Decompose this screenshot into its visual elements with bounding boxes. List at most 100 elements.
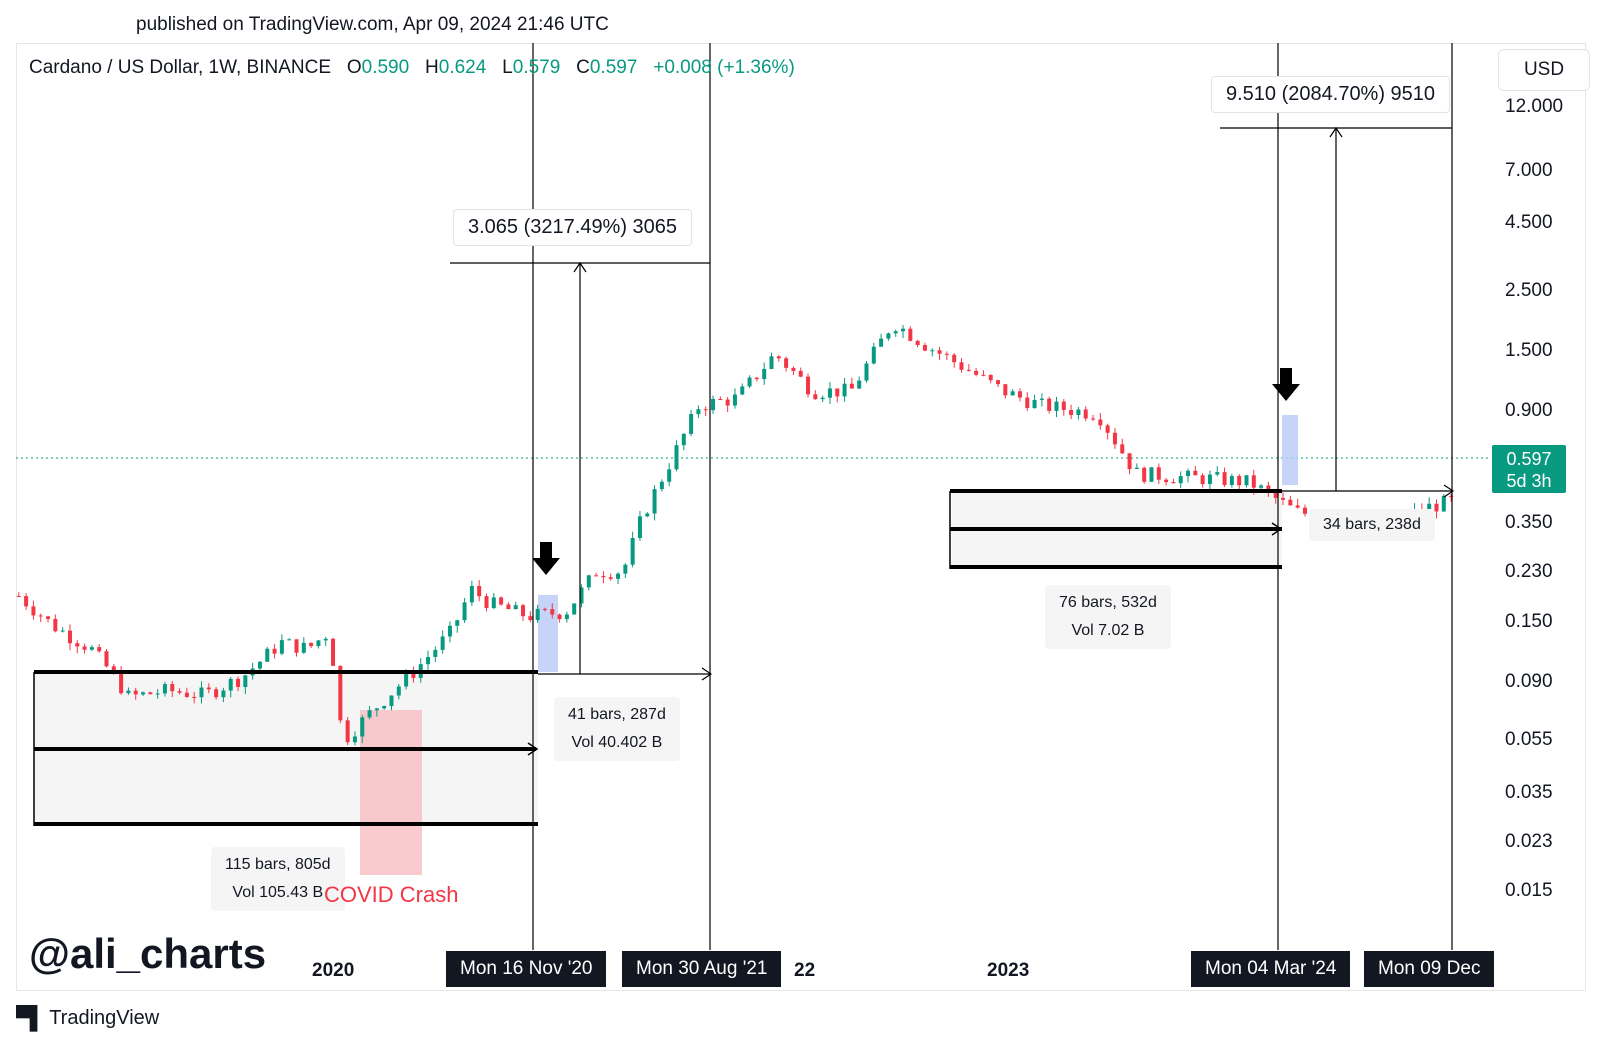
candle-body [521, 605, 526, 617]
candle-body [1127, 453, 1132, 470]
price-axis-label: 0.015 [1505, 880, 1553, 901]
currency-selector[interactable]: USD [1498, 49, 1590, 91]
candle-body [67, 630, 72, 644]
candle-body [243, 675, 248, 687]
candle-body [323, 638, 328, 641]
candle-body [272, 648, 277, 654]
candle-body [550, 609, 555, 615]
candle-body [411, 672, 416, 678]
candle-body [309, 642, 314, 647]
candle-body [864, 363, 869, 381]
candle-body [287, 639, 292, 641]
candle-body [725, 399, 730, 406]
candle-body [952, 354, 957, 363]
candle-body [75, 643, 80, 647]
candle-body [959, 362, 964, 370]
candle-body [1025, 397, 1030, 409]
candle-body [623, 564, 628, 574]
candle-body [732, 394, 737, 406]
published-caption: published on TradingView.com, Apr 09, 20… [136, 14, 609, 35]
candle-body [513, 605, 518, 610]
measure-label-2: 9.510 (2084.70%) 9510 [1211, 76, 1451, 113]
candle-body [798, 370, 803, 377]
candle-body [937, 350, 942, 354]
symbol-name: Cardano / US Dollar, 1W, BINANCE [29, 57, 331, 78]
price-axis-label: 0.035 [1505, 782, 1553, 803]
candle-body [1069, 410, 1074, 416]
price-axis-label: 4.500 [1505, 212, 1553, 233]
candle-body [776, 356, 781, 359]
candle-body [696, 409, 701, 415]
candle-body [1083, 409, 1088, 419]
candle-body [1061, 401, 1066, 411]
chart-frame [16, 43, 1586, 991]
candle-body [1259, 485, 1264, 488]
candle-body [908, 328, 913, 341]
candle-body [345, 720, 350, 743]
candle-body [813, 394, 818, 400]
candle-body [1105, 425, 1110, 433]
candle-body [1222, 472, 1227, 485]
candle-body [192, 696, 197, 698]
candle-body [1186, 470, 1191, 477]
candle-body [367, 710, 372, 718]
candle-body [974, 370, 979, 375]
close-value: 0.597 [589, 57, 638, 78]
candle-body [930, 350, 935, 352]
price-axis-label: 12.000 [1505, 96, 1564, 117]
candle-body [111, 666, 116, 673]
candle-body [170, 684, 175, 692]
candle-body [594, 575, 599, 577]
author-watermark: @ali_charts [29, 930, 267, 977]
candle-body [966, 369, 971, 371]
tradingview-logo[interactable]: ▀▌ TradingView [16, 1005, 159, 1031]
current-price-tag: 0.597 5d 3h [1492, 445, 1566, 493]
low-value: 0.579 [512, 57, 561, 78]
candle-body [542, 608, 547, 610]
candle-body [506, 604, 511, 610]
candle-body [455, 620, 460, 626]
price-axis-label: 0.900 [1505, 400, 1553, 421]
tradingview-logo-icon: ▀▌ [16, 1005, 45, 1030]
candle-body [601, 576, 606, 578]
candle-body [162, 684, 167, 694]
price-axis-label: 7.000 [1505, 160, 1553, 181]
range-info-4: 34 bars, 238d [1309, 509, 1435, 541]
candle-body [119, 672, 124, 694]
candle-body [703, 409, 708, 411]
candle-body [126, 690, 131, 694]
candle-body [1251, 475, 1256, 488]
brand-name: TradingView [49, 1006, 160, 1029]
candle-body [1427, 503, 1432, 511]
candle-body [784, 358, 789, 368]
candle-body [16, 595, 21, 597]
candle-body [988, 374, 993, 381]
candle-body [871, 346, 876, 364]
candle-body [301, 642, 306, 653]
candle-body [184, 692, 189, 697]
price-axis-label: 0.023 [1505, 831, 1553, 852]
candle-body [1237, 476, 1242, 486]
candle-body [535, 608, 540, 621]
candle-body [382, 706, 387, 709]
candle-body [1134, 467, 1139, 470]
price-axis-label: 1.500 [1505, 340, 1553, 361]
candle-body [155, 693, 160, 695]
candle-body [374, 708, 379, 711]
candle-body [849, 383, 854, 389]
candle-body [667, 469, 672, 482]
candle-body [1281, 497, 1286, 500]
candle-body [24, 596, 29, 607]
candle-body [1244, 475, 1249, 486]
time-axis-label: 22 [794, 960, 816, 981]
candle-body [477, 585, 482, 597]
ohlc-legend: Cardano / US Dollar, 1W, BINANCE O0.590 … [29, 57, 795, 78]
candle-body [331, 638, 336, 666]
candle-body [462, 602, 467, 621]
candle-body [447, 625, 452, 637]
candle-body [133, 690, 138, 695]
candle-body [747, 377, 752, 387]
candle-body [294, 639, 299, 653]
candle-body [1032, 399, 1037, 409]
candle-body [426, 656, 431, 665]
